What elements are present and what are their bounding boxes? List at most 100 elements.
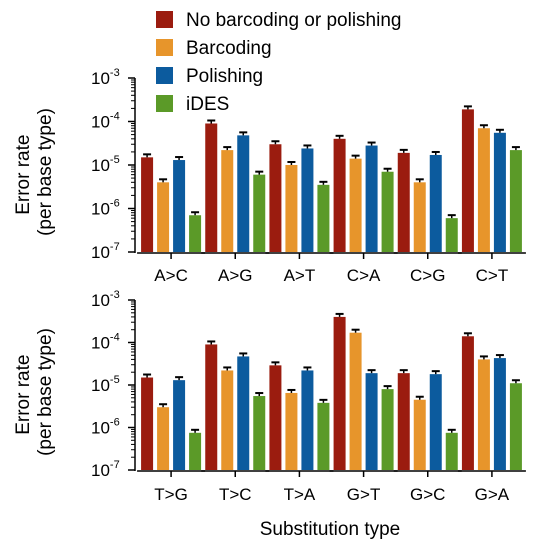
bar — [141, 377, 154, 470]
bar — [173, 160, 186, 252]
y-axis-label-top-line2: (per base type) — [35, 108, 56, 236]
bar — [445, 218, 458, 252]
bar — [429, 374, 442, 470]
x-tick-label: A>G — [218, 266, 253, 285]
bar — [413, 399, 426, 470]
bar — [205, 123, 218, 252]
bar — [349, 158, 362, 252]
legend-label-1: Barcoding — [186, 38, 272, 59]
legend-swatch-3 — [156, 95, 173, 112]
bar — [349, 332, 362, 470]
bar — [269, 365, 282, 470]
legend-swatch-0 — [156, 11, 173, 28]
panel-top: 10-310-410-510-610-7A>C A>G A>T C>A C>G C>T — [91, 67, 526, 285]
x-tick-label: G>C — [410, 485, 445, 504]
y-tick-label: 10-3 — [91, 67, 120, 88]
x-tick-label: A>C — [154, 266, 188, 285]
y-tick-label-exponent: -7 — [110, 241, 120, 253]
legend-entry-1: Barcoding — [156, 38, 272, 59]
y-tick-label-base: 10 — [91, 156, 110, 175]
bar — [493, 132, 506, 252]
y-tick-label-exponent: -5 — [110, 374, 120, 386]
x-tick-label: T>G — [154, 485, 188, 504]
y-tick-label-base: 10 — [91, 376, 110, 395]
bar — [333, 316, 346, 470]
bar — [365, 145, 378, 252]
bar — [253, 396, 266, 470]
y-tick-label-base: 10 — [91, 419, 110, 438]
y-tick-label: 10-5 — [91, 154, 120, 175]
legend-swatch-2 — [156, 67, 173, 84]
y-tick-label-exponent: -4 — [110, 332, 120, 344]
legend-label-2: Polishing — [186, 66, 263, 87]
bar — [397, 373, 410, 470]
y-axis-label-top: Error rate (per base type) — [13, 108, 56, 236]
y-tick-label: 10-6 — [91, 198, 120, 219]
bar — [381, 389, 394, 470]
bar — [157, 407, 170, 470]
y-axis-label-top-line1: Error rate — [13, 135, 34, 215]
bar — [221, 370, 234, 470]
bar — [477, 359, 490, 470]
y-tick-label: 10-5 — [91, 374, 120, 395]
bar — [301, 148, 314, 252]
y-tick-label: 10-6 — [91, 417, 120, 438]
legend-label-3: iDES — [186, 94, 229, 115]
bar — [413, 182, 426, 252]
bar — [493, 358, 506, 470]
y-axis-label-bottom-line1: Error rate — [13, 355, 34, 435]
y-tick-label-base: 10 — [91, 243, 110, 262]
y-tick-label-exponent: -5 — [110, 154, 120, 166]
bar — [221, 150, 234, 252]
bar — [269, 144, 282, 252]
bar — [317, 184, 330, 252]
legend-entry-0: No barcoding or polishing — [156, 10, 401, 31]
y-tick-label-base: 10 — [91, 461, 110, 480]
y-axis-label-bottom: Error rate (per base type) — [13, 328, 56, 456]
bar — [445, 432, 458, 470]
legend-swatch-1 — [156, 39, 173, 56]
bar — [237, 135, 250, 252]
bar — [381, 171, 394, 252]
y-tick-label: 10-4 — [91, 332, 120, 353]
bar — [477, 128, 490, 252]
x-tick-label: T>A — [284, 485, 316, 504]
bar — [461, 109, 474, 252]
bar — [509, 150, 522, 252]
bar — [285, 165, 298, 252]
bar — [365, 373, 378, 470]
y-tick-label-exponent: -3 — [110, 289, 120, 301]
y-axis-label-bottom-line2: (per base type) — [35, 328, 56, 456]
bar — [157, 182, 170, 252]
bar — [509, 383, 522, 470]
bar — [429, 154, 442, 252]
y-tick-label: 10-3 — [91, 289, 120, 310]
y-tick-label-base: 10 — [91, 291, 110, 310]
y-tick-label-exponent: -3 — [110, 67, 120, 79]
x-tick-label: G>T — [347, 485, 381, 504]
x-tick-label: C>T — [476, 266, 509, 285]
y-tick-label: 10-4 — [91, 111, 120, 132]
y-tick-label: 10-7 — [91, 241, 120, 262]
bar — [285, 392, 298, 470]
bar — [189, 215, 202, 252]
bar — [301, 370, 314, 470]
bar — [173, 380, 186, 470]
y-tick-label-exponent: -7 — [110, 459, 120, 471]
x-tick-label: C>G — [410, 266, 445, 285]
legend-label-0: No barcoding or polishing — [186, 10, 401, 31]
bar — [205, 344, 218, 470]
y-tick-label-base: 10 — [91, 200, 110, 219]
bar — [253, 174, 266, 252]
legend-entry-2: Polishing — [156, 66, 263, 87]
bar — [333, 138, 346, 252]
y-tick-label-base: 10 — [91, 334, 110, 353]
bar — [317, 402, 330, 470]
y-tick-label-base: 10 — [91, 113, 110, 132]
bar — [461, 336, 474, 470]
bar — [141, 157, 154, 252]
y-tick-label-exponent: -6 — [110, 198, 120, 210]
y-tick-label: 10-7 — [91, 459, 120, 480]
x-axis-label: Substitution type — [260, 519, 400, 540]
panel-bottom: 10-310-410-510-610-7T>G T>C T>A G>T G>C G>A — [91, 289, 526, 504]
